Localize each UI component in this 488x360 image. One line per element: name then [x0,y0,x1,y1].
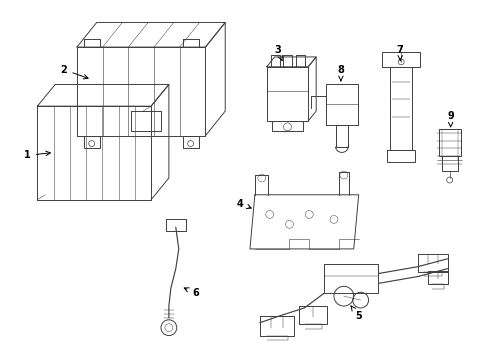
Text: 2: 2 [61,65,88,79]
Text: 5: 5 [350,306,361,321]
Text: 1: 1 [24,150,50,161]
Text: 3: 3 [274,45,282,60]
Text: 9: 9 [447,111,453,127]
Text: 6: 6 [184,288,199,298]
Text: 7: 7 [396,45,403,60]
Text: 8: 8 [337,65,344,81]
Text: 4: 4 [236,199,251,209]
